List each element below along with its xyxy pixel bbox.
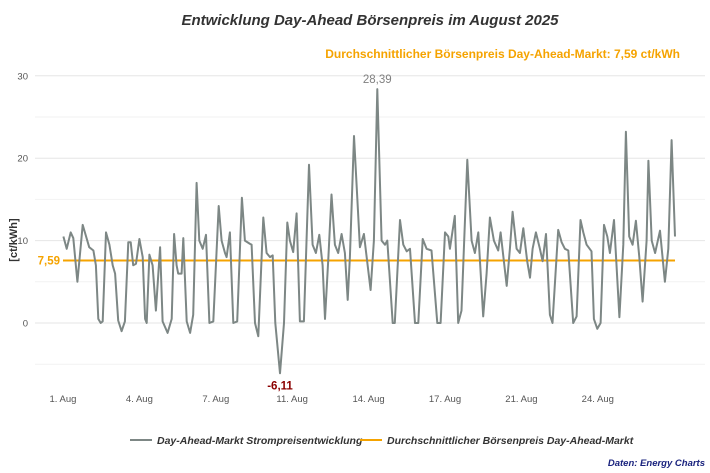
gridlines	[35, 75, 705, 365]
y-tick-label: 30	[17, 71, 28, 82]
y-tick-label: 10	[17, 236, 28, 247]
x-tick-label: 7. Aug	[202, 394, 229, 405]
price-series-line	[62, 88, 676, 375]
x-tick-label: 14. Aug	[352, 394, 384, 405]
x-tick-label: 11. Aug	[276, 394, 308, 405]
y-axis-ticks: 0 10 20 30	[17, 71, 28, 329]
source-note: Daten: Energy Charts	[608, 458, 705, 469]
average-value-label: 7,59	[38, 255, 60, 267]
x-tick-label: 4. Aug	[126, 394, 153, 405]
y-tick-label: 20	[17, 154, 28, 165]
chart-title: Entwicklung Day-Ahead Börsenpreis im Aug…	[181, 12, 559, 29]
legend: Day-Ahead-Markt Strompreisentwicklung Du…	[130, 435, 634, 447]
x-axis-ticks: 1. Aug 4. Aug 7. Aug 11. Aug 14. Aug 17. Aug 2…	[50, 394, 614, 405]
y-tick-label: 0	[23, 319, 28, 330]
y-axis-label: [ct/kWh]	[8, 218, 20, 262]
legend-label-price: Day-Ahead-Markt Strompreisentwicklung	[157, 435, 363, 447]
x-tick-label: 1. Aug	[50, 394, 77, 405]
min-value-label: -6,11	[267, 380, 293, 392]
chart-subtitle: Durchschnittlicher Börsenpreis Day-Ahead…	[325, 47, 680, 61]
legend-label-average: Durchschnittlicher Börsenpreis Day-Ahead…	[387, 435, 634, 447]
x-tick-label: 17. Aug	[429, 394, 461, 405]
x-tick-label: 21. Aug	[505, 394, 537, 405]
max-value-label: 28,39	[363, 74, 392, 86]
x-tick-label: 24. Aug	[582, 394, 614, 405]
